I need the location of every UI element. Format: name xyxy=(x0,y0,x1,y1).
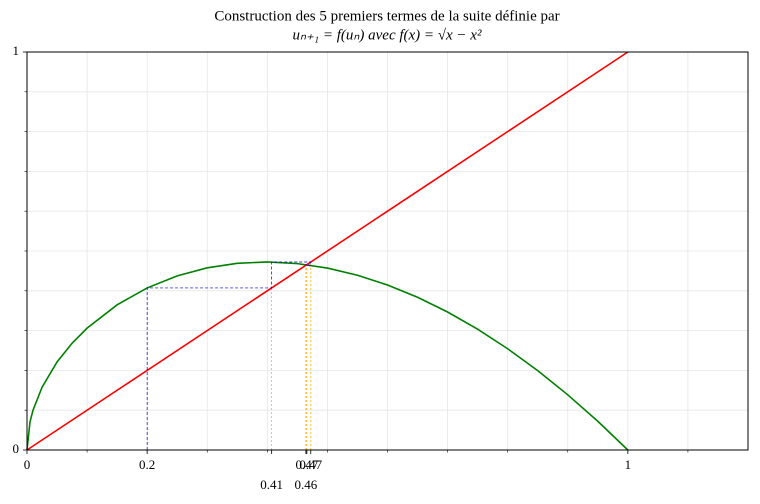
y-tick-label: 0 xyxy=(13,441,20,456)
curve xyxy=(26,51,629,451)
x-tick-label: 0.47 xyxy=(295,457,318,472)
chart-subtitle: uₙ₊₁ = f(uₙ) avec f(x) = √x − x² xyxy=(293,27,482,43)
x-tick-label: 0.46 xyxy=(295,477,318,492)
x-tick-label: 1 xyxy=(625,457,632,472)
x-tick-label: 0 xyxy=(24,457,31,472)
x-tick-label: 0.41 xyxy=(260,477,283,492)
x-tick-label: 0.2 xyxy=(139,457,155,472)
curve xyxy=(146,261,312,450)
x-tick-label: 0.47 xyxy=(299,457,322,472)
curve xyxy=(26,261,629,451)
chart-title: Construction des 5 premiers termes de la… xyxy=(214,8,559,24)
plot-frame xyxy=(26,51,749,451)
y-tick-label: 1 xyxy=(13,43,20,58)
